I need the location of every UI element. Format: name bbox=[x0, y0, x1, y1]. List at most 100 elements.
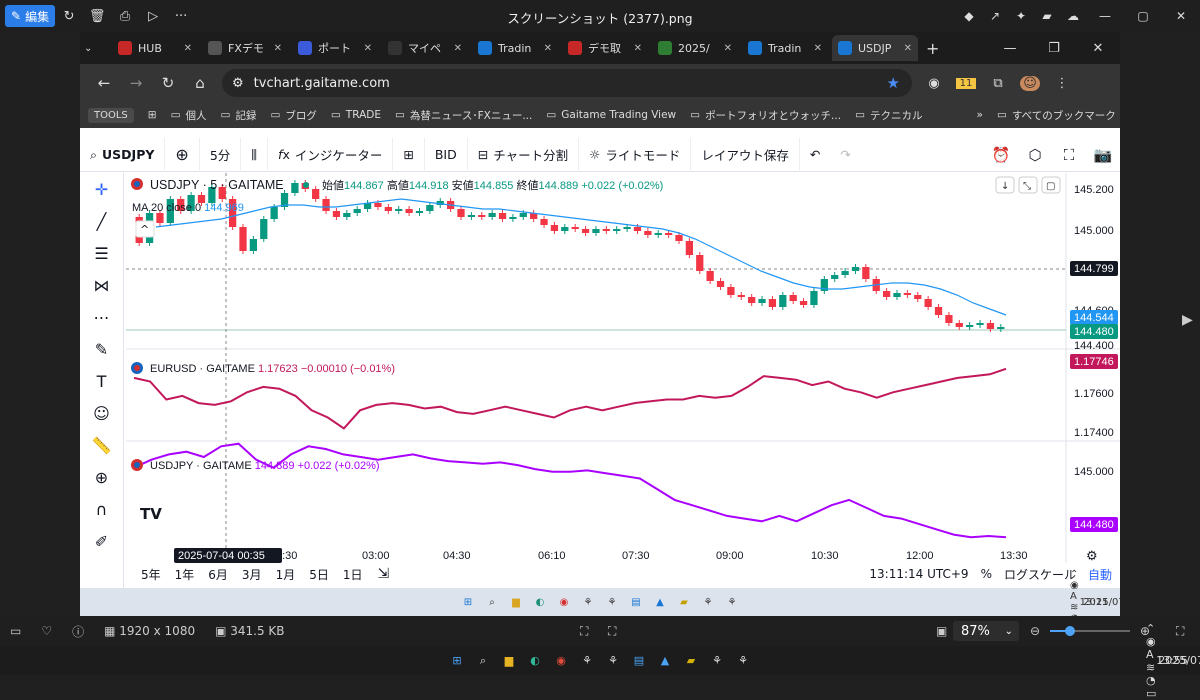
emoji-icon[interactable]: ☺ bbox=[93, 403, 110, 423]
close-tab-icon[interactable]: ✕ bbox=[543, 42, 552, 54]
tab-search-icon[interactable]: ⌄ bbox=[84, 42, 93, 54]
close-tab-icon[interactable]: ✕ bbox=[453, 42, 462, 54]
more-icon[interactable]: ··· bbox=[174, 8, 188, 24]
browser-tab[interactable]: FXデモ ✕ bbox=[202, 35, 288, 61]
camera-icon[interactable]: 📷 bbox=[1093, 146, 1113, 164]
fullscreen-icon[interactable]: ⛶ bbox=[1063, 146, 1075, 164]
bookmark-item[interactable]: TOOLS bbox=[88, 107, 134, 123]
zoom-dropdown[interactable]: 87% ⌄ bbox=[953, 621, 1019, 641]
rotate-icon[interactable]: ↻ bbox=[63, 8, 75, 24]
slideshow-icon[interactable]: ▷ bbox=[148, 8, 159, 24]
timeframe-button[interactable]: 3月 bbox=[241, 567, 262, 582]
trash-icon[interactable]: 🗑 bbox=[88, 8, 106, 24]
browser-tab[interactable]: HUB ✕ bbox=[112, 35, 198, 61]
actual-size-icon[interactable]: ⛶ bbox=[608, 623, 617, 638]
bookmark-star-icon[interactable]: ★ bbox=[886, 74, 900, 92]
alert-icon[interactable]: ⏰ bbox=[991, 146, 1011, 164]
bid-button[interactable]: BID bbox=[425, 137, 468, 172]
chart-type-button[interactable]: ⫼ bbox=[241, 137, 269, 172]
browser-tab[interactable]: USDJP ✕ bbox=[832, 35, 918, 61]
browser-restore-button[interactable]: ❐ bbox=[1048, 40, 1060, 56]
redo-button[interactable]: ↷ bbox=[830, 138, 860, 172]
forward-icon[interactable]: → bbox=[129, 74, 143, 92]
browser-tab[interactable]: Tradin ✕ bbox=[472, 35, 558, 61]
address-bar[interactable]: ⚙ tvchart.gaitame.com ★ bbox=[222, 69, 912, 97]
designer-icon[interactable]: ✦ bbox=[1015, 9, 1027, 23]
minimize-button[interactable]: — bbox=[1099, 9, 1111, 23]
close-tab-icon[interactable]: ✕ bbox=[903, 42, 912, 54]
close-tab-icon[interactable]: ✕ bbox=[183, 42, 192, 54]
zoom-icon[interactable]: ⊕ bbox=[94, 467, 109, 487]
settings-icon[interactable]: ⬡ bbox=[1028, 146, 1042, 164]
photos-icon[interactable]: ▲ bbox=[660, 654, 670, 667]
app-icon[interactable]: ▰ bbox=[686, 654, 696, 667]
save-layout-button[interactable]: レイアウト保存 bbox=[691, 137, 800, 172]
fib-icon[interactable]: ⋯ bbox=[93, 307, 110, 327]
browser-tab[interactable]: マイペ ✕ bbox=[382, 35, 468, 61]
folder-icon[interactable]: ▆ bbox=[504, 654, 514, 667]
line-ext-icon[interactable]: ◉ bbox=[928, 75, 940, 91]
print-icon[interactable]: ⎙ bbox=[119, 8, 131, 24]
close-tab-icon[interactable]: ✕ bbox=[813, 42, 822, 54]
browser-tab[interactable]: ポート ✕ bbox=[292, 35, 378, 61]
app-icon[interactable]: ⚘ bbox=[582, 654, 592, 667]
timeframe-button[interactable]: 5日 bbox=[309, 567, 329, 582]
browser-tab[interactable]: Tradin ✕ bbox=[742, 35, 828, 61]
app-icon[interactable]: ⚘ bbox=[608, 654, 618, 667]
apps-grid-icon[interactable]: ⊞ bbox=[147, 109, 157, 121]
auto-scale-toggle[interactable]: 自動 bbox=[1087, 567, 1112, 582]
text-icon[interactable]: T bbox=[96, 371, 107, 391]
favorite-icon[interactable]: ♡ bbox=[41, 624, 53, 638]
bookmark-item[interactable]: ▭ 為替ニュース･FXニュー... bbox=[395, 108, 532, 123]
info-icon[interactable]: ⓘ bbox=[72, 624, 85, 639]
chart-area[interactable]: USDJPY · 5 · GAITAME 始値144.867 高値144.918… bbox=[126, 173, 1120, 563]
browser-tab[interactable]: デモ取 ✕ bbox=[562, 35, 648, 61]
magnet-icon[interactable]: ∩ bbox=[95, 499, 108, 519]
edit-button[interactable]: ✎ 編集 bbox=[5, 5, 56, 27]
ruler-icon[interactable]: 📏 bbox=[91, 435, 112, 455]
home-icon[interactable]: ⌂ bbox=[195, 74, 205, 92]
timeframe-button[interactable]: 1月 bbox=[275, 567, 296, 582]
percent-toggle[interactable]: % bbox=[980, 567, 992, 581]
brush-icon[interactable]: ✎ bbox=[94, 339, 109, 359]
close-button[interactable]: ✕ bbox=[1175, 9, 1187, 23]
start-icon[interactable]: ⊞ bbox=[452, 654, 462, 667]
app-icon[interactable]: ⚘ bbox=[712, 654, 722, 667]
back-icon[interactable]: ← bbox=[97, 74, 111, 92]
goto-date-icon[interactable]: ⇲ bbox=[377, 566, 390, 582]
ext-icon[interactable]: 11 bbox=[956, 77, 976, 89]
indicators-button[interactable]: fx インジケーター bbox=[268, 137, 394, 172]
bookmark-item[interactable]: ▭ ブログ bbox=[270, 108, 316, 123]
menu-icon[interactable]: ⋮ bbox=[1055, 75, 1069, 91]
notes-icon[interactable]: ▤ bbox=[633, 654, 645, 667]
close-tab-icon[interactable]: ✕ bbox=[363, 42, 372, 54]
next-image-icon[interactable]: ▶ bbox=[1182, 312, 1193, 328]
app-icon[interactable]: ⚘ bbox=[738, 654, 748, 667]
reload-icon[interactable]: ↻ bbox=[161, 74, 175, 92]
trendline-icon[interactable]: ╱ bbox=[96, 211, 107, 231]
fit-window-icon[interactable]: ▣ bbox=[936, 624, 948, 638]
close-tab-icon[interactable]: ✕ bbox=[633, 42, 642, 54]
bookmark-item[interactable]: ▭ TRADE bbox=[331, 109, 381, 121]
timeframe-button[interactable]: 1年 bbox=[174, 567, 195, 582]
bookmark-item[interactable]: ▭ 個人 bbox=[171, 108, 207, 123]
extensions-icon[interactable]: ⧉ bbox=[993, 75, 1003, 91]
close-tab-icon[interactable]: ✕ bbox=[273, 42, 282, 54]
chrome-icon[interactable]: ◉ bbox=[556, 654, 566, 667]
undo-button[interactable]: ↶ bbox=[800, 138, 830, 172]
zoom-out-icon[interactable]: ⊖ bbox=[1030, 624, 1041, 638]
share-icon[interactable]: ↗ bbox=[989, 9, 1001, 23]
timeframe-button[interactable]: 5年 bbox=[141, 567, 161, 582]
all-bookmarks[interactable]: ▭ すべてのブックマーク bbox=[997, 108, 1116, 123]
bookmark-item[interactable]: ▭ テクニカル bbox=[855, 108, 922, 123]
axis-settings-icon[interactable]: ⚙ bbox=[1086, 548, 1098, 563]
film-strip-icon[interactable]: ▭ bbox=[10, 624, 22, 638]
lock-drawing-icon[interactable]: ✐ bbox=[94, 531, 109, 551]
new-tab-button[interactable]: + bbox=[926, 38, 940, 58]
bookmark-item[interactable]: ▭ ポートフォリオとウォッチ... bbox=[690, 108, 841, 123]
symbol-search[interactable]: ⌕ USDJPY bbox=[80, 137, 166, 172]
crosshair-icon[interactable]: ✛ bbox=[94, 179, 109, 199]
onedrive-icon[interactable]: ☁ bbox=[1067, 9, 1079, 23]
bookmark-item[interactable]: ▭ 記録 bbox=[221, 108, 257, 123]
horizontal-lines-icon[interactable]: ☰ bbox=[94, 243, 109, 263]
